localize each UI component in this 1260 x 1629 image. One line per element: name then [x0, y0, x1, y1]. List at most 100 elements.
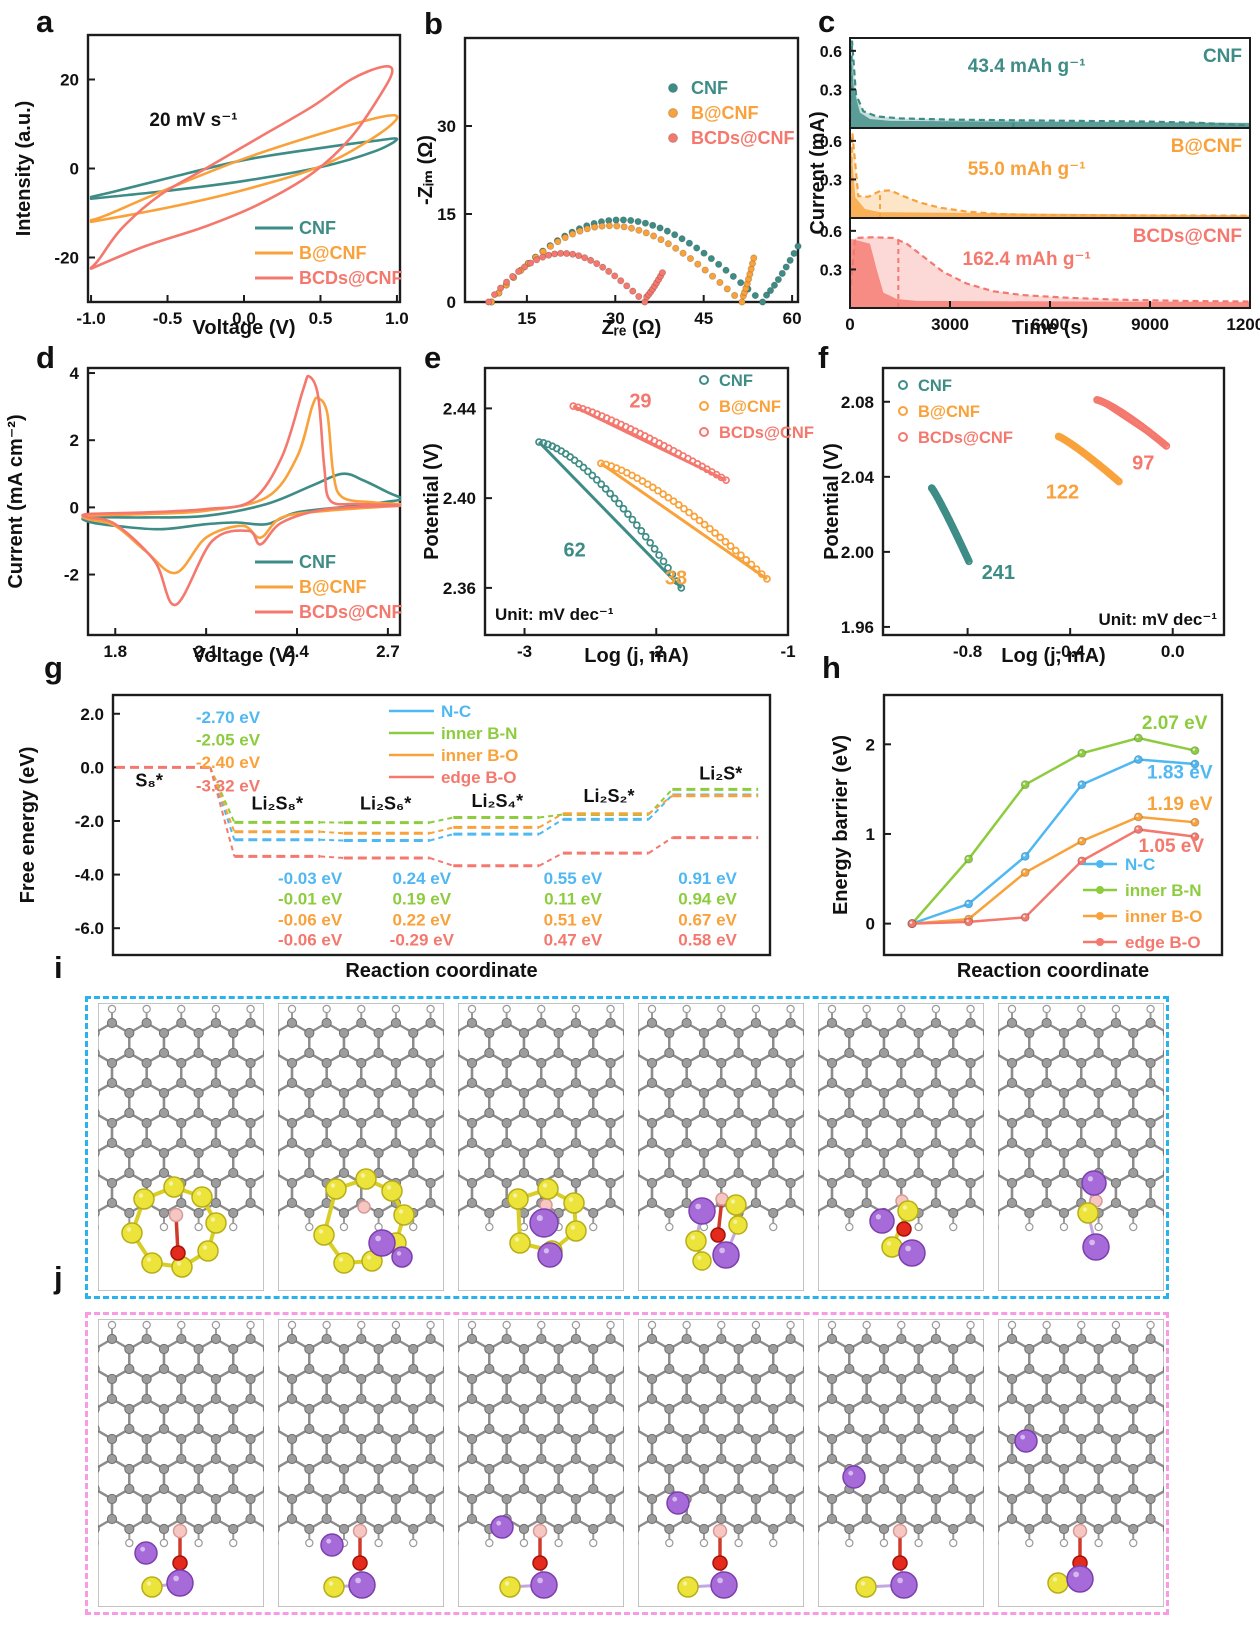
svg-text:0.0: 0.0: [80, 758, 104, 777]
svg-text:0: 0: [866, 915, 875, 934]
svg-text:-3: -3: [517, 642, 532, 661]
panel-f-tafel-chart: -0.8 -0.4 0.0 1.96 2.00 2.04 2.08 Log (j, mA) Po…: [821, 366, 1226, 667]
svg-text:0: 0: [845, 315, 854, 334]
svg-text:30: 30: [437, 117, 456, 136]
svg-text:2: 2: [866, 735, 875, 754]
svg-text:-20: -20: [54, 249, 79, 268]
svg-text:Li₂S₄*: Li₂S₄*: [472, 791, 524, 811]
svg-text:S₈*: S₈*: [135, 771, 162, 791]
svg-text:2.08: 2.08: [841, 393, 874, 412]
svg-text:241: 241: [982, 562, 1015, 584]
svg-text:0.91 eV: 0.91 eV: [678, 869, 737, 888]
svg-text:2.36: 2.36: [443, 579, 476, 598]
panel-letter-g: g: [44, 650, 63, 685]
svg-text:-3.32 eV: -3.32 eV: [196, 776, 261, 795]
svg-text:45: 45: [694, 309, 713, 328]
svg-text:6000: 6000: [1031, 315, 1069, 334]
panel-g-energy-chart: 2.0 0.0 -2.0 -4.0 -6.0 Reaction coordinate Fre…: [17, 693, 772, 982]
svg-text:0.94 eV: 0.94 eV: [678, 890, 737, 909]
panel-i-structures-svg: [98, 1003, 1164, 1291]
svg-text:Voltage (V): Voltage (V): [193, 317, 296, 339]
svg-text:B@CNF: B@CNF: [299, 577, 367, 597]
svg-text:1: 1: [866, 825, 875, 844]
svg-text:4: 4: [70, 364, 80, 383]
panel-letter-e: e: [424, 340, 442, 375]
svg-text:Reaction coordinate: Reaction coordinate: [957, 960, 1149, 982]
panel-letter-d: d: [36, 340, 55, 375]
svg-text:-0.29 eV: -0.29 eV: [390, 931, 455, 950]
structure-frame-i-1: [98, 1003, 264, 1291]
svg-text:15: 15: [517, 309, 536, 328]
svg-text:1.0: 1.0: [385, 309, 409, 328]
svg-text:B@CNF: B@CNF: [691, 103, 759, 123]
structure-frame-i-3: [458, 1003, 624, 1291]
svg-text:0.22 eV: 0.22 eV: [392, 911, 451, 930]
svg-text:Zᵣₑ (Ω): Zᵣₑ (Ω): [602, 317, 662, 339]
svg-text:CNF: CNF: [691, 78, 728, 98]
svg-text:-0.06 eV: -0.06 eV: [278, 911, 343, 930]
panel-letter-f: f: [818, 340, 829, 375]
svg-text:-1.0: -1.0: [76, 309, 105, 328]
svg-text:CNF: CNF: [719, 372, 753, 390]
svg-text:2.07 eV: 2.07 eV: [1142, 713, 1208, 734]
svg-text:Current (mA): Current (mA): [807, 111, 829, 234]
svg-text:0.6: 0.6: [820, 44, 842, 61]
svg-text:1.8: 1.8: [103, 642, 127, 661]
svg-text:Energy barrier (eV): Energy barrier (eV): [830, 735, 852, 915]
svg-text:inner B-N: inner B-N: [1125, 881, 1202, 900]
panel-letter-c: c: [818, 4, 836, 39]
svg-text:43.4 mAh g⁻¹: 43.4 mAh g⁻¹: [968, 56, 1086, 77]
svg-text:-Zᵢₘ (Ω): -Zᵢₘ (Ω): [415, 135, 437, 205]
structure-frame-i-5: [818, 1003, 984, 1291]
svg-text:15: 15: [437, 205, 456, 224]
svg-text:0.67 eV: 0.67 eV: [678, 911, 737, 930]
svg-text:12000: 12000: [1226, 315, 1260, 334]
svg-text:Li₂S₈*: Li₂S₈*: [252, 794, 303, 814]
panel-j-structures-svg: [98, 1319, 1164, 1607]
svg-text:0.51 eV: 0.51 eV: [544, 911, 603, 930]
svg-text:0.24 eV: 0.24 eV: [392, 869, 451, 888]
svg-text:0.3: 0.3: [820, 82, 842, 99]
svg-text:-2: -2: [64, 566, 79, 585]
svg-text:1.96: 1.96: [841, 618, 874, 637]
svg-text:Potential (V): Potential (V): [421, 443, 443, 560]
panel-letter-i: i: [54, 950, 63, 985]
svg-text:inner B-N: inner B-N: [441, 724, 518, 743]
panel-d-cv-chart: 1.8 2.1 2.4 2.7 4 2 0 -2 Voltage (V) Current (mA …: [5, 364, 403, 667]
svg-text:Li₂S₂*: Li₂S₂*: [584, 786, 635, 806]
svg-text:97: 97: [1132, 452, 1154, 474]
svg-text:0.55 eV: 0.55 eV: [544, 869, 603, 888]
svg-text:0.0: 0.0: [232, 309, 256, 328]
svg-text:-0.03 eV: -0.03 eV: [278, 869, 343, 888]
svg-text:N-C: N-C: [441, 702, 471, 721]
svg-text:0.6: 0.6: [820, 134, 842, 151]
svg-text:N-C: N-C: [1125, 855, 1155, 874]
svg-text:2.00: 2.00: [841, 543, 874, 562]
svg-text:Log (j, mA): Log (j, mA): [584, 645, 688, 667]
svg-text:-2: -2: [649, 642, 664, 661]
svg-text:20 mV s⁻¹: 20 mV s⁻¹: [149, 110, 237, 131]
svg-text:122: 122: [1046, 481, 1079, 503]
svg-text:0.47 eV: 0.47 eV: [544, 931, 603, 950]
svg-text:162.4 mAh g⁻¹: 162.4 mAh g⁻¹: [963, 249, 1091, 270]
panel-c-decay-chart: 0.3 0.6 43.4 mAh g⁻¹ CNF 0.3 0.6 55.0 mAh g⁻¹ B…: [807, 37, 1260, 339]
svg-text:0.3: 0.3: [820, 172, 842, 189]
svg-text:29: 29: [629, 390, 651, 412]
svg-text:30: 30: [606, 309, 625, 328]
svg-text:2.0: 2.0: [80, 705, 104, 724]
svg-text:CNF: CNF: [299, 218, 336, 238]
svg-text:Potential (V): Potential (V): [821, 443, 843, 560]
svg-text:9000: 9000: [1131, 315, 1169, 334]
svg-text:60: 60: [783, 309, 802, 328]
panel-a-cv-chart: -1.0 -0.5 0.0 0.5 1.0 20 0 -20 Voltage (V) Intens…: [13, 33, 409, 339]
svg-text:-0.8: -0.8: [953, 642, 982, 661]
structure-frame-i-2: [278, 1003, 444, 1291]
svg-text:0.6: 0.6: [820, 224, 842, 241]
svg-text:B@CNF: B@CNF: [1171, 136, 1242, 157]
svg-text:inner B-O: inner B-O: [1125, 907, 1202, 926]
svg-text:Reaction coordinate: Reaction coordinate: [345, 960, 537, 982]
svg-text:0.3: 0.3: [820, 262, 842, 279]
structure-frame-j-3: [458, 1319, 624, 1607]
